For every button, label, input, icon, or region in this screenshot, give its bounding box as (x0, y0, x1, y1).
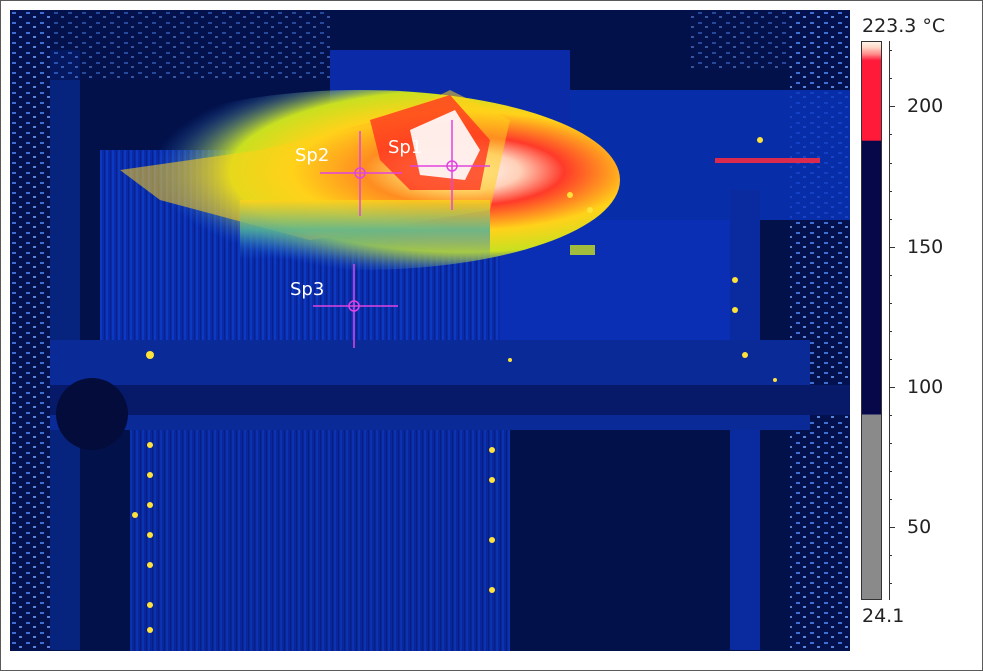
colorbar-gradient (862, 42, 881, 599)
tick-label: 200 (907, 95, 944, 117)
major-tick (889, 527, 895, 528)
minor-tick (889, 163, 892, 164)
tick-label: 50 (907, 516, 932, 538)
minor-tick (889, 275, 892, 276)
spot-label-sp2: Sp2 (295, 145, 330, 166)
minor-tick (889, 191, 892, 192)
minor-tick (889, 331, 892, 332)
spot-label-sp1: Sp1 (388, 137, 423, 158)
minor-tick (889, 443, 892, 444)
minor-tick (889, 303, 892, 304)
major-tick (889, 106, 895, 107)
minor-tick (889, 583, 892, 584)
thermal-image: Sp1 Sp2 Sp3 (10, 10, 850, 651)
minor-tick (889, 415, 892, 416)
major-tick (889, 247, 895, 248)
scale-min-label: 24.1 (862, 605, 905, 627)
minor-tick (889, 499, 892, 500)
tick-label: 100 (907, 376, 944, 398)
temperature-colorbar (861, 41, 882, 600)
minor-tick (889, 134, 892, 135)
minor-tick (889, 555, 892, 556)
tick-label: 150 (907, 236, 944, 258)
minor-tick (889, 50, 892, 51)
thermal-image-canvas (10, 10, 850, 651)
minor-tick (889, 219, 892, 220)
major-tick (889, 387, 895, 388)
scale-axis (889, 41, 890, 600)
minor-tick (889, 471, 892, 472)
spot-label-sp3: Sp3 (290, 279, 325, 300)
minor-tick (889, 78, 892, 79)
spot-markers (313, 120, 490, 348)
scale-max-label: 223.3 °C (862, 15, 946, 37)
minor-tick (889, 359, 892, 360)
